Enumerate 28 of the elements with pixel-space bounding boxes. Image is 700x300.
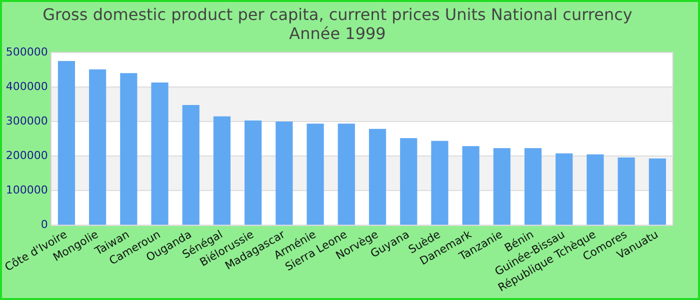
chart-subtitle: Année 1999 (289, 24, 386, 43)
y-tick-label: 0 (40, 218, 48, 232)
y-tick-label: 100000 (6, 184, 48, 197)
bar (58, 61, 76, 225)
bar (586, 154, 604, 225)
bar (306, 124, 324, 225)
y-tick-label: 400000 (6, 80, 48, 93)
bar (556, 153, 573, 225)
bar (151, 82, 168, 225)
bar (462, 146, 480, 225)
bar (400, 138, 418, 225)
y-tick-label: 300000 (6, 114, 48, 128)
bar (493, 148, 510, 225)
bar (368, 128, 386, 225)
chart-title: Gross domestic product per capita, current prices Units National currency (42, 4, 632, 24)
y-tick-label: 200000 (6, 149, 48, 162)
y-tick-label: 500000 (6, 45, 48, 58)
bar (213, 116, 231, 225)
bar (182, 104, 200, 225)
bar (338, 124, 355, 225)
bar (648, 158, 666, 225)
bar (89, 69, 106, 225)
bar (431, 140, 448, 225)
bar (524, 148, 542, 225)
bar (120, 73, 138, 225)
bar (276, 122, 293, 225)
bar (244, 120, 262, 225)
bar (618, 158, 635, 225)
